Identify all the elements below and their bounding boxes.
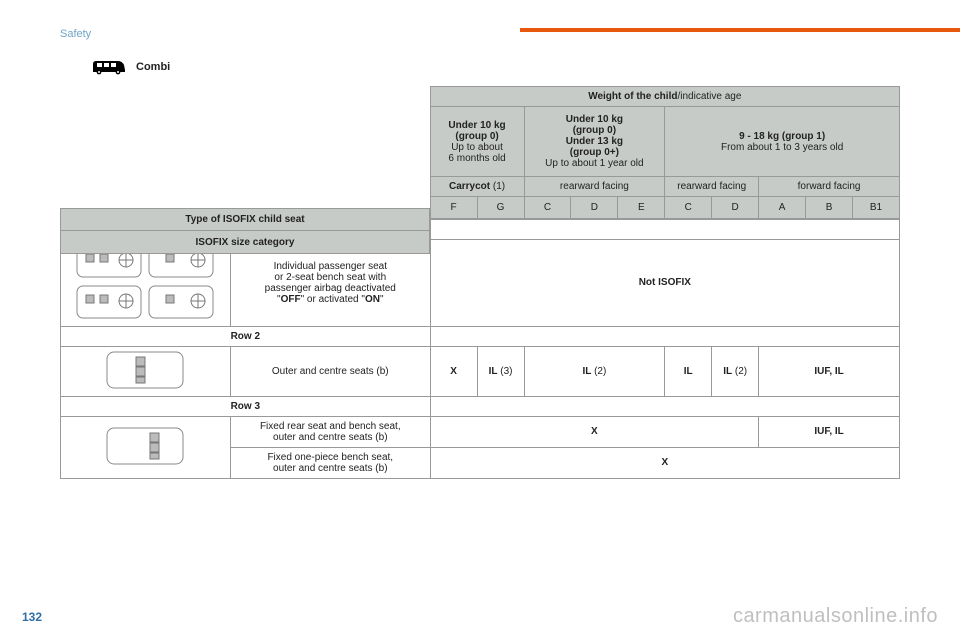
type-label: Type of ISOFIX child seat	[60, 208, 430, 231]
row3-desc1: Fixed rear seat and bench seat, outer an…	[230, 416, 430, 447]
page-number: 132	[22, 610, 42, 624]
weight-group-0: Under 10 kg (group 0) Up to about 6 mont…	[430, 107, 524, 177]
type-carrycot: Carrycot (1)	[430, 177, 524, 197]
row3-desc2: Fixed one-piece bench seat, outer and ce…	[230, 447, 430, 478]
size-C: C	[524, 197, 571, 219]
size-B1: B1	[852, 197, 899, 219]
row2-CDE: IL (2)	[524, 346, 665, 396]
row3-v1-right: IUF, IL	[759, 416, 900, 447]
row3-diagram	[61, 416, 231, 478]
seat-diagram-icon	[147, 285, 215, 322]
row1-value: Not ISOFIX	[430, 239, 899, 326]
row2-desc: Outer and centre seats (b)	[230, 346, 430, 396]
weight-header: Weight of the child/indicative age	[430, 87, 899, 107]
row2-F: X	[430, 346, 477, 396]
row2-blank	[430, 326, 899, 346]
seat-diagram-icon	[75, 285, 143, 322]
size-label: ISOFIX size category	[60, 231, 430, 254]
size-G: G	[477, 197, 524, 219]
row2-G: IL (3)	[477, 346, 524, 396]
weight-header-bold: Weight of the child	[588, 91, 677, 102]
weight-group-1: 9 - 18 kg (group 1) From about 1 to 3 ye…	[665, 107, 900, 177]
variant-label: Combi	[136, 61, 170, 73]
size-E: E	[618, 197, 665, 219]
row1-blank	[430, 219, 899, 239]
row2-ABB1: IUF, IL	[759, 346, 900, 396]
size-F: F	[430, 197, 477, 219]
size-C2: C	[665, 197, 712, 219]
row2-diagram	[61, 346, 231, 396]
section-label: Safety	[60, 28, 91, 40]
row3-blank	[430, 396, 899, 416]
row3-label: Row 3	[61, 396, 431, 416]
size-B: B	[806, 197, 853, 219]
row2-D2: IL (2)	[712, 346, 759, 396]
variant-row: Combi	[92, 58, 170, 76]
row3-v2: X	[430, 447, 899, 478]
weight-header-rest: /indicative age	[677, 91, 741, 102]
size-D2: D	[712, 197, 759, 219]
type-rear-1: rearward facing	[524, 177, 665, 197]
van-icon	[92, 58, 126, 76]
size-A: A	[759, 197, 806, 219]
type-forward: forward facing	[759, 177, 900, 197]
isofix-table: Weight of the child/indicative age Under…	[60, 86, 900, 479]
accent-bar	[520, 28, 960, 32]
seat-diagram-icon	[106, 427, 184, 465]
row3-v1-left: X	[430, 416, 759, 447]
weight-group-0plus: Under 10 kg (group 0) Under 13 kg (group…	[524, 107, 665, 177]
row2-C2: IL	[665, 346, 712, 396]
watermark: carmanualsonline.info	[733, 605, 938, 628]
row2-label: Row 2	[61, 326, 431, 346]
seat-diagram-icon	[106, 351, 184, 389]
size-D: D	[571, 197, 618, 219]
type-rear-2: rearward facing	[665, 177, 759, 197]
